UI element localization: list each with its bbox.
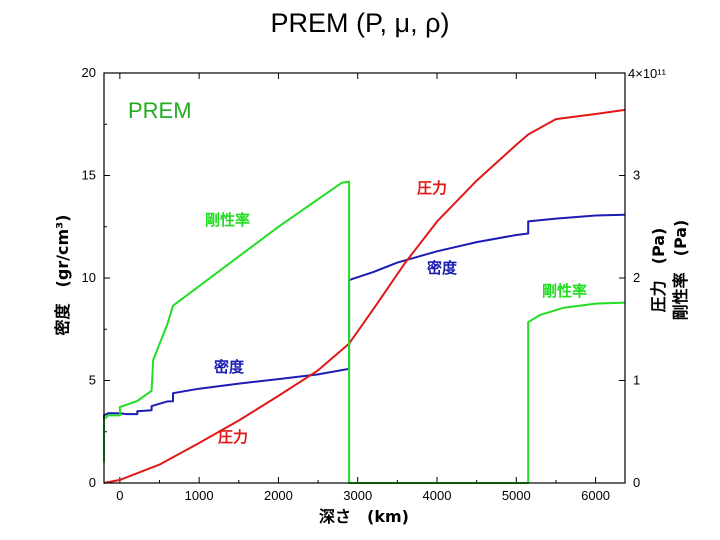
annotation-pressure-core: 圧力 — [417, 179, 447, 197]
x-tick-label: 3000 — [343, 488, 372, 503]
x-tick-label: 5000 — [502, 488, 531, 503]
series-line-pressure — [103, 108, 626, 484]
annotation-rigidity-mantle: 剛性率 — [205, 211, 250, 229]
annotation-pressure-mantle: 圧力 — [218, 428, 248, 446]
x-tick-label: 0 — [116, 488, 123, 503]
plot-frame — [103, 72, 626, 484]
y-axis-label-right-pressure: 圧力 (Pa) — [649, 228, 668, 313]
x-axis-label: 深さ (km) — [319, 507, 409, 526]
y-right-tick-label: 0 — [633, 475, 640, 490]
series-layer — [103, 108, 626, 484]
y-left-tick-label: 15 — [82, 168, 96, 183]
x-tick-label: 6000 — [581, 488, 610, 503]
y-axis-label-left: 密度 (gr/cm³) — [53, 215, 72, 337]
y-left-tick-label: 20 — [82, 65, 96, 80]
right-scale-label: 4×10¹¹ — [628, 66, 667, 81]
y-left-tick-label: 0 — [89, 475, 96, 490]
x-tick-label: 1000 — [185, 488, 214, 503]
annotation-density-core: 密度 — [427, 259, 458, 277]
annotation-density-mantle: 密度 — [214, 358, 245, 376]
y-right-tick-label: 1 — [633, 373, 640, 388]
y-left-tick-label: 5 — [89, 373, 96, 388]
y-axis-label-right-rigidity: 剛性率 (Pa) — [671, 220, 690, 321]
y-right-tick-label: 2 — [633, 270, 640, 285]
annotation-rigidity-inner-core: 剛性率 — [542, 282, 587, 300]
series-line-rigidity — [103, 180, 626, 484]
slide-title: PREM (P, μ, ρ) — [270, 8, 450, 38]
y-right-tick-label: 3 — [633, 168, 640, 183]
x-tick-label: 4000 — [423, 488, 452, 503]
series-line-density — [103, 213, 626, 463]
chart-title-prem: PREM — [128, 98, 192, 123]
y-left-tick-label: 10 — [82, 270, 96, 285]
x-tick-label: 2000 — [264, 488, 293, 503]
axis-ticks-layer — [104, 72, 625, 484]
tick-labels-layer: 0 1000 2000 3000 4000 5000 6000 0 5 10 15 20 0 1 2 3 — [82, 65, 641, 503]
